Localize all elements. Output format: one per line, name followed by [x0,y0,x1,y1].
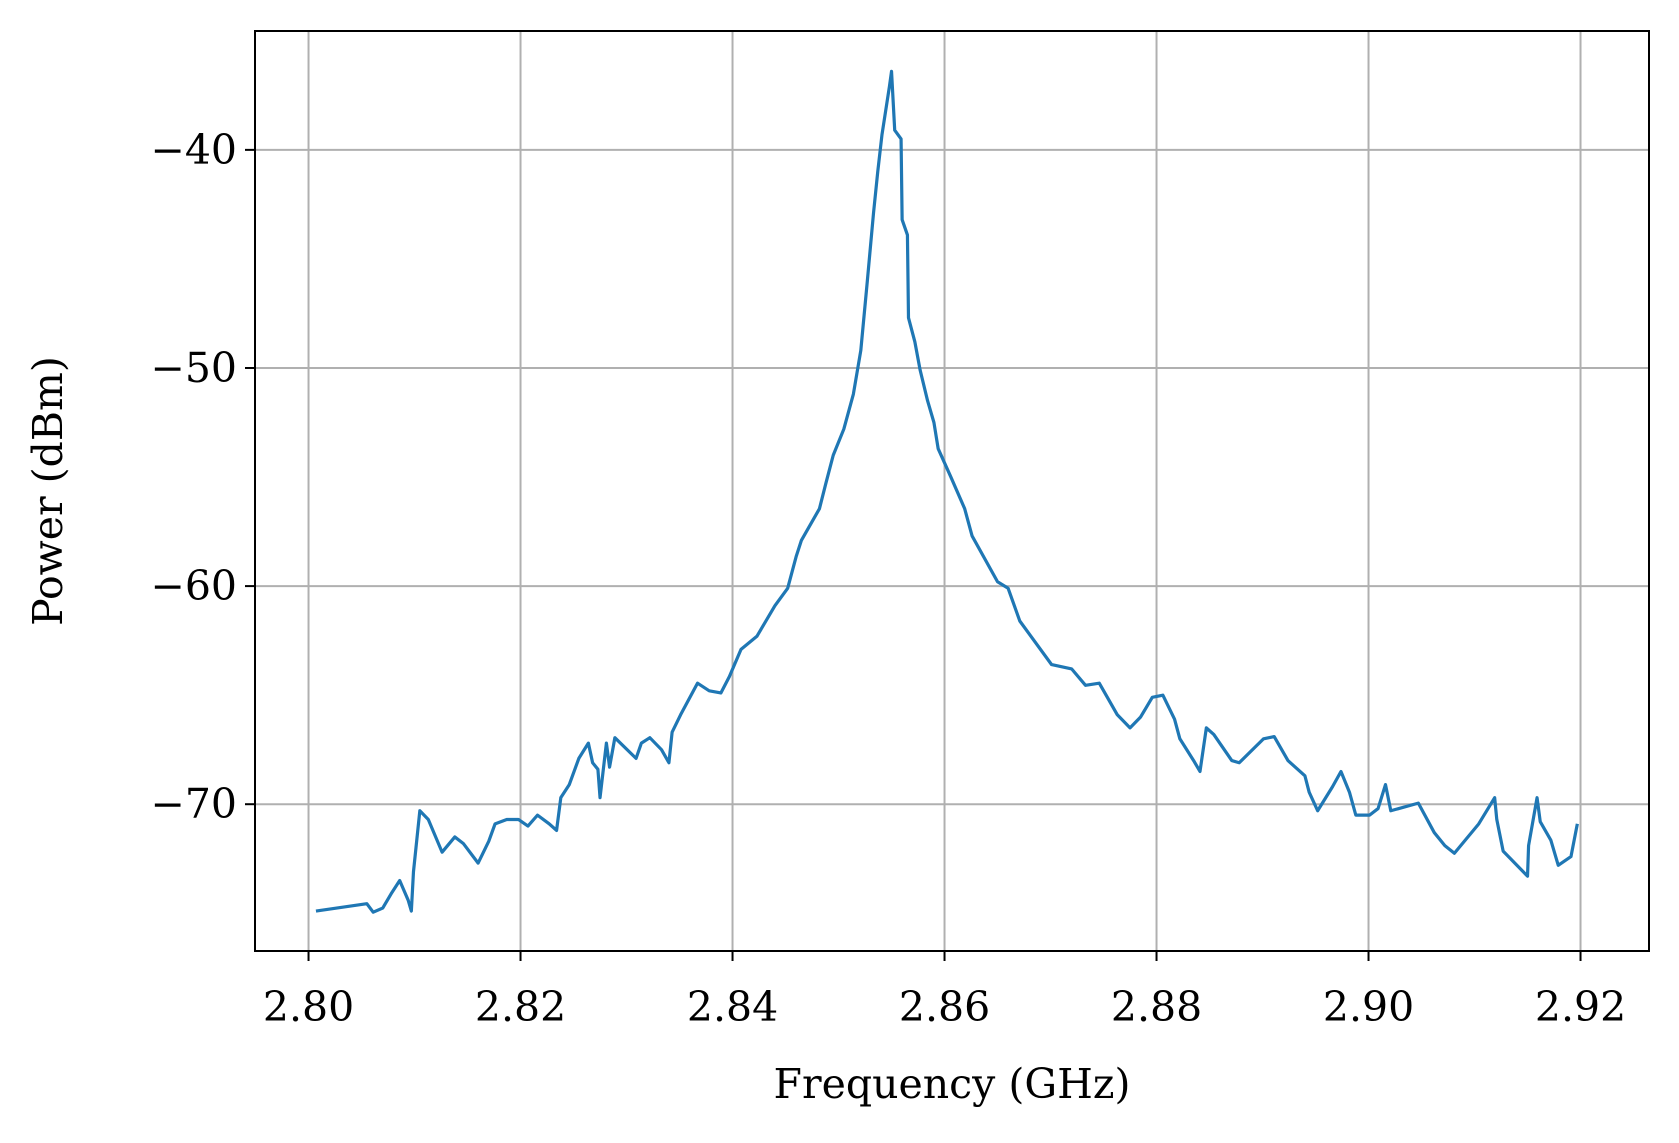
x-axis-label: Frequency (GHz) [774,1060,1131,1108]
x-tick-label: 2.86 [899,983,990,1031]
data-line [315,69,1579,914]
x-tick-label: 2.82 [475,983,566,1031]
x-tick-label: 2.92 [1535,983,1626,1031]
y-tick-label: −40 [150,126,237,174]
x-tick-label: 2.84 [687,983,778,1031]
plot-frame [254,30,1650,952]
x-tick-label: 2.88 [1111,983,1202,1031]
x-tick-label: 2.80 [263,983,354,1031]
y-axis-label: Power (dBm) [24,356,72,626]
y-tick-label: −60 [150,562,237,610]
y-tick-label: −50 [150,344,237,392]
y-tick-label: −70 [150,780,237,828]
x-tick-label: 2.90 [1323,983,1414,1031]
